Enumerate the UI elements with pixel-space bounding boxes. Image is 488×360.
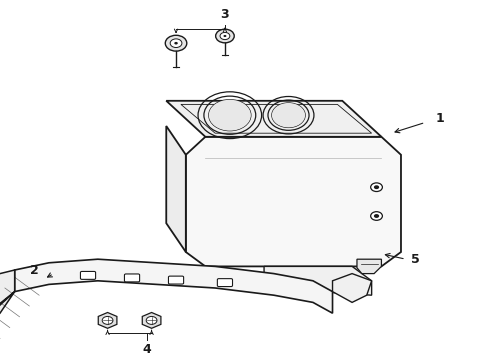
Circle shape [271, 103, 305, 127]
PathPatch shape [264, 266, 371, 295]
PathPatch shape [15, 259, 332, 313]
Text: 4: 4 [142, 343, 151, 356]
PathPatch shape [356, 259, 381, 274]
Circle shape [373, 214, 378, 218]
Circle shape [165, 35, 186, 51]
FancyBboxPatch shape [168, 276, 183, 284]
PathPatch shape [0, 270, 15, 335]
Text: 5: 5 [410, 253, 419, 266]
Circle shape [220, 32, 229, 40]
Text: 3: 3 [220, 8, 229, 21]
Circle shape [215, 29, 234, 43]
FancyBboxPatch shape [217, 279, 232, 287]
FancyBboxPatch shape [124, 274, 140, 282]
Circle shape [174, 42, 178, 45]
Circle shape [370, 212, 382, 220]
PathPatch shape [332, 274, 371, 302]
PathPatch shape [142, 312, 161, 328]
Circle shape [370, 183, 382, 192]
Circle shape [223, 35, 226, 37]
Circle shape [373, 185, 378, 189]
PathPatch shape [166, 126, 185, 252]
Circle shape [146, 316, 157, 324]
FancyBboxPatch shape [80, 271, 95, 279]
Text: 1: 1 [435, 112, 444, 125]
Circle shape [208, 100, 250, 131]
Circle shape [102, 316, 113, 324]
PathPatch shape [166, 101, 381, 137]
Circle shape [170, 39, 182, 48]
PathPatch shape [185, 137, 400, 266]
PathPatch shape [98, 312, 117, 328]
Text: 2: 2 [30, 264, 39, 276]
